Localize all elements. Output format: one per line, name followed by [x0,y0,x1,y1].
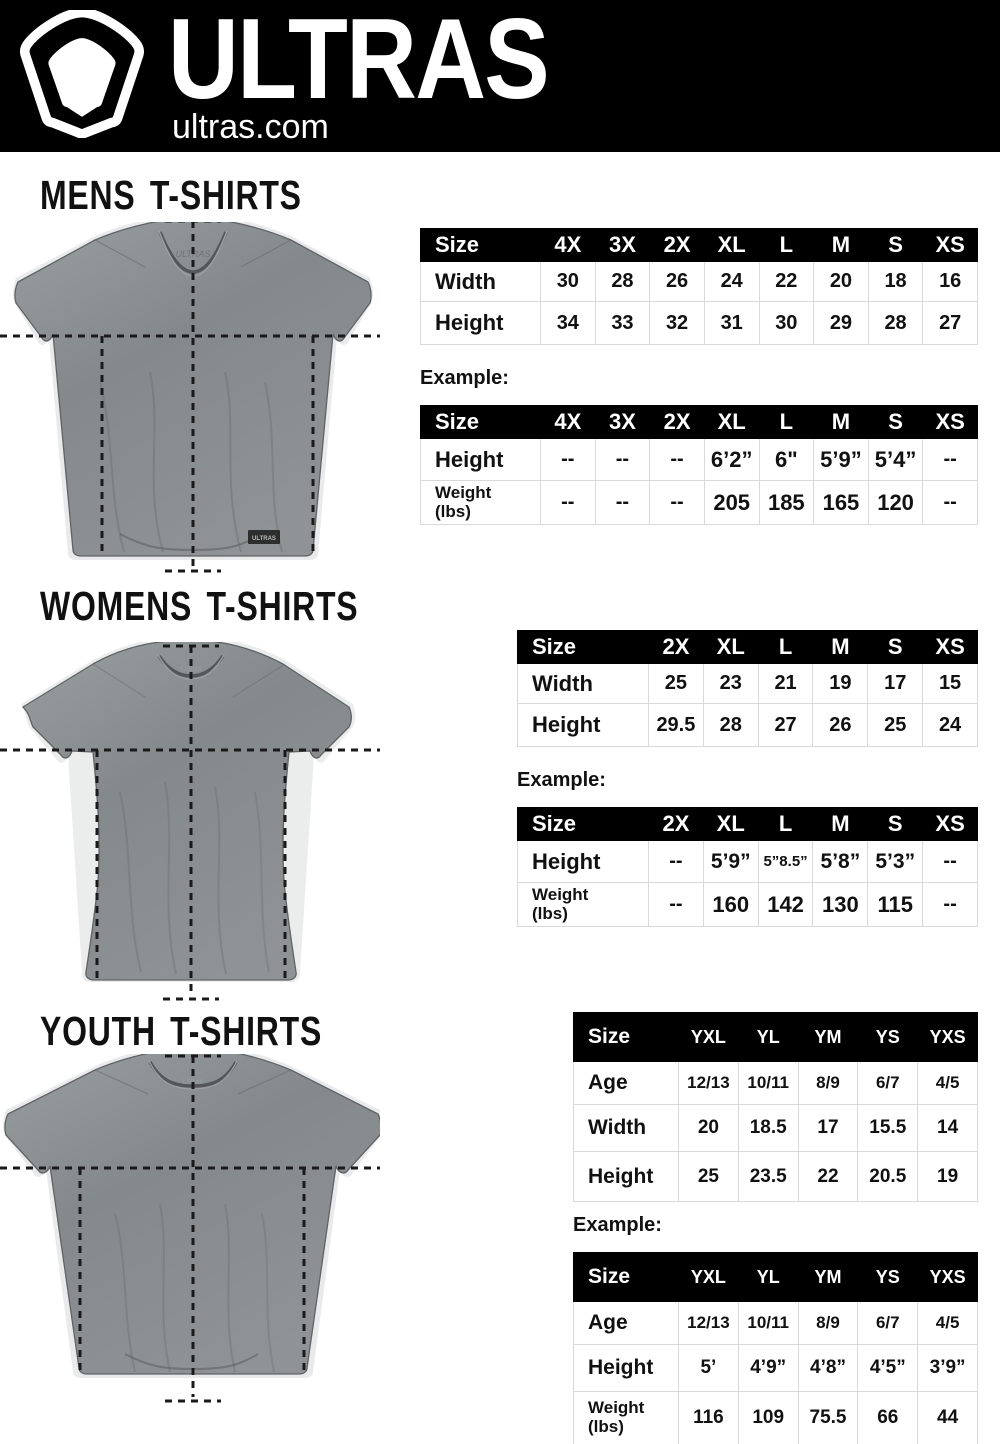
svg-text:ULTRAS: ULTRAS [252,536,276,542]
